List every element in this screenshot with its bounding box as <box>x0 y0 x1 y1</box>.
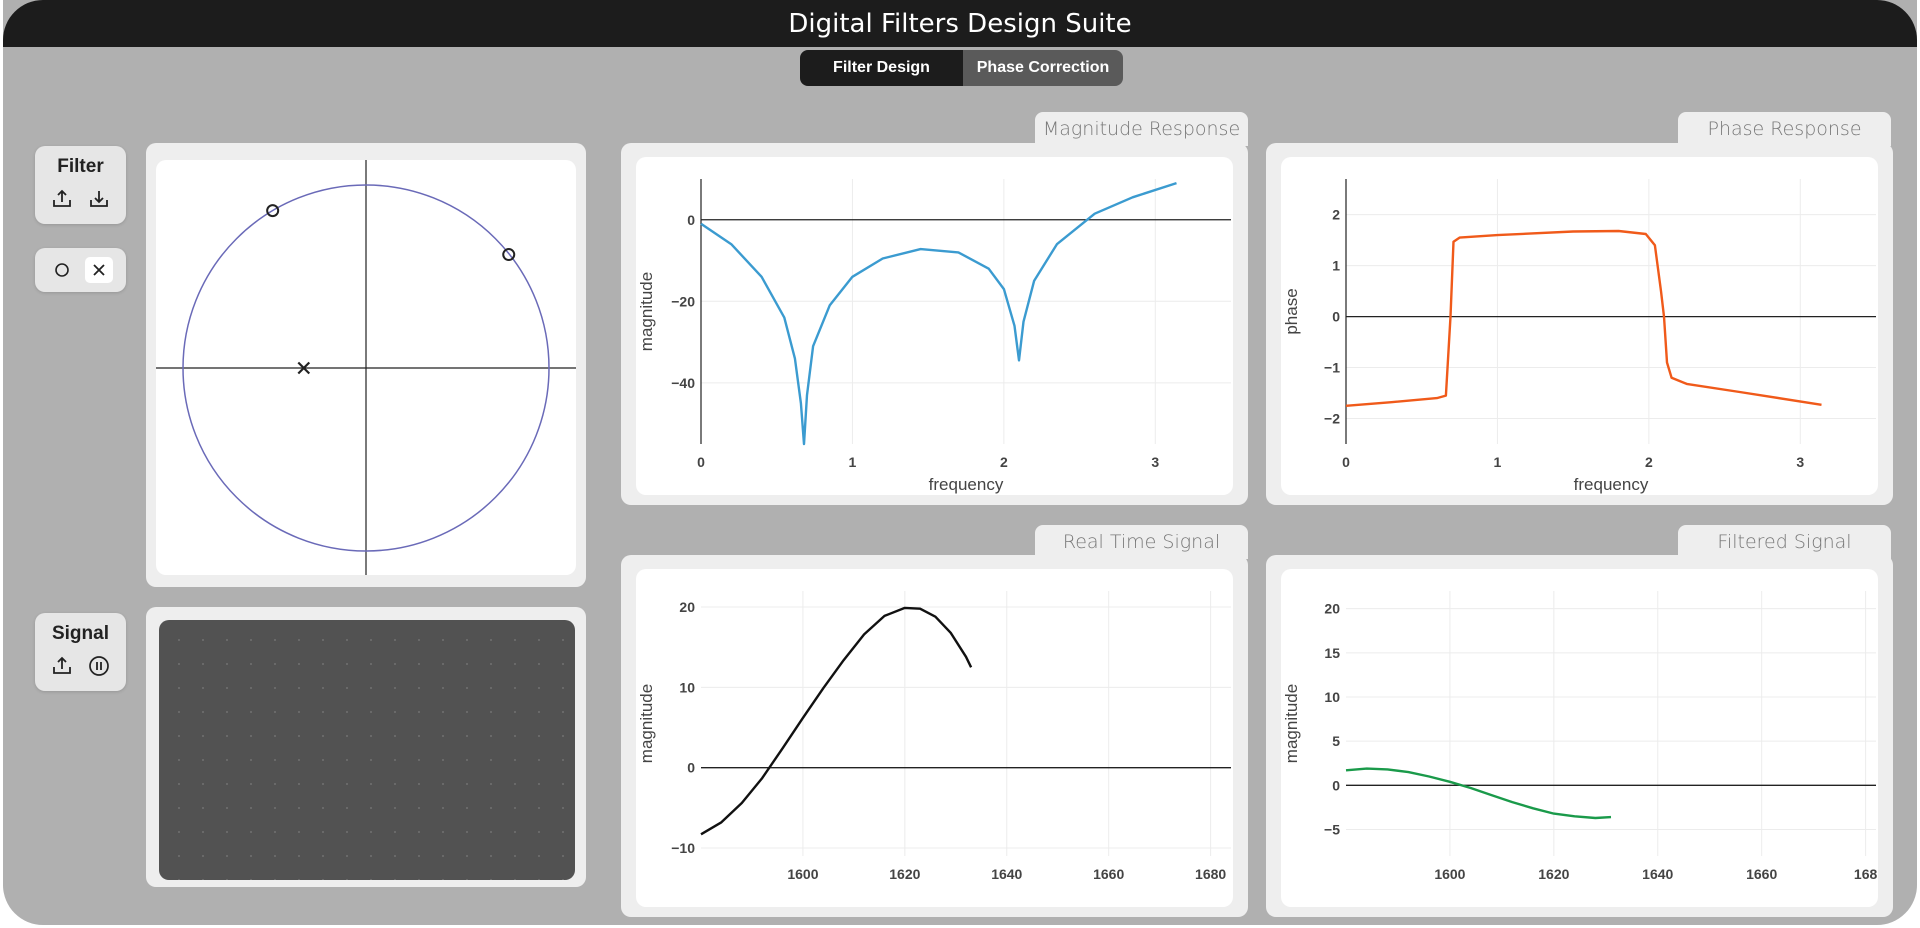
x-tick-label: 1660 <box>1093 866 1124 882</box>
phase-plot: 0 1 2 3 2 1 0 −1 −2 frequency phase <box>1282 179 1876 494</box>
x-tick-label: 1 <box>1494 454 1502 470</box>
realtime-plot-area: 1600 1620 1640 1660 1680 20 10 0 −10 magnitude <box>636 569 1233 907</box>
x-tick-label: 2 <box>1645 454 1653 470</box>
magnitude-plot-area: 0 1 2 3 0 −20 −40 frequency magnitude <box>636 157 1233 495</box>
x-tick-label: 1680 <box>1195 866 1226 882</box>
x-tick-label: 0 <box>1342 454 1350 470</box>
y-tick-label: 10 <box>1324 689 1340 705</box>
y-axis-label: magnitude <box>1282 684 1301 763</box>
phase-panel-title: Phase Response <box>1678 112 1891 146</box>
y-tick-label: 0 <box>687 760 695 776</box>
x-tick-label: 1660 <box>1746 866 1777 882</box>
realtime-panel-title: Real Time Signal <box>1035 525 1248 559</box>
x-tick-label: 3 <box>1151 454 1159 470</box>
phase-plot-area: 0 1 2 3 2 1 0 −1 −2 frequency phase <box>1281 157 1878 495</box>
signal-toolbox: Signal <box>35 613 126 691</box>
series-line <box>1345 229 1822 407</box>
filter-toolbox: Filter <box>35 146 126 224</box>
y-axis-label: magnitude <box>637 272 656 351</box>
x-axis-label: frequency <box>929 475 1004 494</box>
signal-drawing-pad[interactable] <box>159 620 575 880</box>
y-tick-label: −2 <box>1324 411 1340 427</box>
x-axis-label: frequency <box>1574 475 1649 494</box>
realtime-plot: 1600 1620 1640 1660 1680 20 10 0 −10 magnitude <box>637 591 1231 882</box>
y-tick-label: −10 <box>671 840 695 856</box>
x-tick-label: 0 <box>697 454 705 470</box>
filtered-plot: 1600 1620 1640 1660 168 20 15 10 5 0 −5 magnitude <box>1282 591 1878 882</box>
x-tick-label: 1 <box>849 454 857 470</box>
y-tick-label: 20 <box>1324 601 1340 617</box>
y-tick-label: −1 <box>1324 360 1340 376</box>
x-tick-label: 2 <box>1000 454 1008 470</box>
x-tick-label: 1640 <box>1642 866 1673 882</box>
y-tick-label: 0 <box>687 212 695 228</box>
app-window: Digital Filters Design Suite Filter Desi… <box>3 0 1917 925</box>
tab-phase-correction[interactable]: Phase Correction <box>963 50 1123 86</box>
signal-upload-icon[interactable] <box>48 653 76 679</box>
app-title: Digital Filters Design Suite <box>788 9 1132 39</box>
series-line <box>700 606 973 836</box>
y-tick-label: 0 <box>1332 309 1340 325</box>
zplane-plot[interactable] <box>156 160 576 575</box>
pole-marker[interactable] <box>297 361 311 375</box>
x-tick-label: 1600 <box>1434 866 1465 882</box>
y-axis-label: magnitude <box>637 684 656 763</box>
series-line <box>700 181 1177 446</box>
y-tick-label: 0 <box>1332 777 1340 793</box>
zero-marker[interactable] <box>502 248 516 262</box>
y-tick-label: −40 <box>671 375 695 391</box>
pause-icon[interactable] <box>85 653 113 679</box>
zero-circle-icon[interactable] <box>48 257 76 283</box>
zero-marker[interactable] <box>266 204 280 218</box>
y-tick-label: −5 <box>1324 822 1340 838</box>
title-bar: Digital Filters Design Suite <box>3 0 1917 47</box>
x-tick-label: 1620 <box>1538 866 1569 882</box>
x-tick-label: 1600 <box>787 866 818 882</box>
x-tick-label: 3 <box>1796 454 1804 470</box>
y-tick-label: 1 <box>1332 258 1340 274</box>
filter-download-icon[interactable] <box>85 186 113 212</box>
y-tick-label: 2 <box>1332 207 1340 223</box>
tab-filter-design[interactable]: Filter Design <box>800 50 963 86</box>
y-tick-label: 5 <box>1332 733 1340 749</box>
mode-tabs: Filter Design Phase Correction <box>800 50 1123 86</box>
unit-circle <box>182 184 550 552</box>
filter-toolbox-label: Filter <box>57 156 104 177</box>
magnitude-panel-title: Magnitude Response <box>1035 112 1248 146</box>
y-tick-label: 15 <box>1324 645 1340 661</box>
x-tick-label: 1640 <box>991 866 1022 882</box>
filter-upload-icon[interactable] <box>48 186 76 212</box>
placement-toolbox <box>35 248 126 292</box>
signal-toolbox-label: Signal <box>51 623 109 644</box>
x-tick-label: 168 <box>1854 866 1878 882</box>
pole-x-icon[interactable] <box>85 257 114 283</box>
series-line <box>1345 767 1612 820</box>
magnitude-plot: 0 1 2 3 0 −20 −40 frequency magnitude <box>637 179 1231 494</box>
y-tick-label: 10 <box>679 679 695 695</box>
y-tick-label: −20 <box>671 293 695 309</box>
y-tick-label: 20 <box>679 599 695 615</box>
x-tick-label: 1620 <box>889 866 920 882</box>
filtered-plot-area: 1600 1620 1640 1660 168 20 15 10 5 0 −5 magnitude <box>1281 569 1878 907</box>
y-axis-label: phase <box>1282 288 1301 334</box>
filtered-panel-title: Filtered Signal <box>1678 525 1891 559</box>
zplane-area[interactable] <box>156 160 576 575</box>
